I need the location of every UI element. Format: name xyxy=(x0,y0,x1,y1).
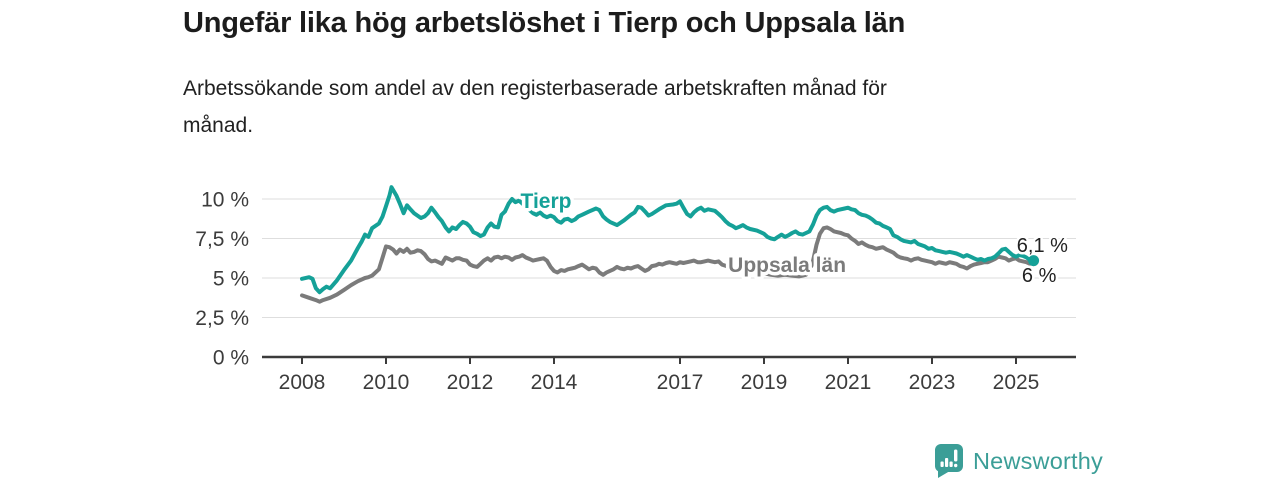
end-value-label-Tierp: 6,1 % xyxy=(1017,235,1068,257)
y-tick-label: 2,5 % xyxy=(195,307,249,330)
newsworthy-logo-text: Newsworthy xyxy=(973,447,1103,474)
x-tick-label: 2010 xyxy=(363,371,410,394)
series-label-Uppsala län: Uppsala län xyxy=(728,254,846,277)
x-tick-label: 2008 xyxy=(279,371,326,394)
x-tick-label: 2025 xyxy=(993,371,1040,394)
end-dot-Tierp xyxy=(1028,255,1040,267)
line-Tierp xyxy=(300,185,1036,295)
x-tick-label: 2014 xyxy=(531,371,578,394)
x-tick-label: 2017 xyxy=(657,371,704,394)
page-title: Ungefär lika hög arbetslöshet i Tierp oc… xyxy=(183,7,906,39)
x-tick-label: 2023 xyxy=(909,371,956,394)
annotations: Uppsala län 6 % Tierp 6,1 % xyxy=(517,187,1071,290)
logo-bars xyxy=(940,449,958,468)
x-tick-label: 2019 xyxy=(741,371,788,394)
logo-bubble-tail xyxy=(938,468,949,478)
series-lines xyxy=(300,185,1036,304)
x-tick-label: 2021 xyxy=(825,371,872,394)
newsworthy-logo-icon xyxy=(935,444,963,478)
end-value-label-Uppsala län: 6 % xyxy=(1022,265,1057,287)
newsworthy-branding: Newsworthy xyxy=(934,443,1103,479)
y-tick-label: 5 % xyxy=(213,268,249,291)
y-tick-label: 0 % xyxy=(213,347,249,370)
line-Uppsala län xyxy=(300,225,1036,304)
logo-bubble xyxy=(935,444,963,472)
y-axis-labels: 10 % 7,5 % 5 % 2,5 % 0 % xyxy=(195,189,249,370)
x-axis: 2008 2010 2012 2014 2017 2019 2021 2023 2025 xyxy=(262,355,1076,394)
y-tick-label: 7,5 % xyxy=(195,228,249,251)
y-tick-label: 10 % xyxy=(201,189,249,212)
series-label-Tierp: Tierp xyxy=(521,190,572,213)
chart-subtitle: Arbetssökande som andel av den registerb… xyxy=(183,77,887,137)
x-tick-label: 2012 xyxy=(447,371,494,394)
